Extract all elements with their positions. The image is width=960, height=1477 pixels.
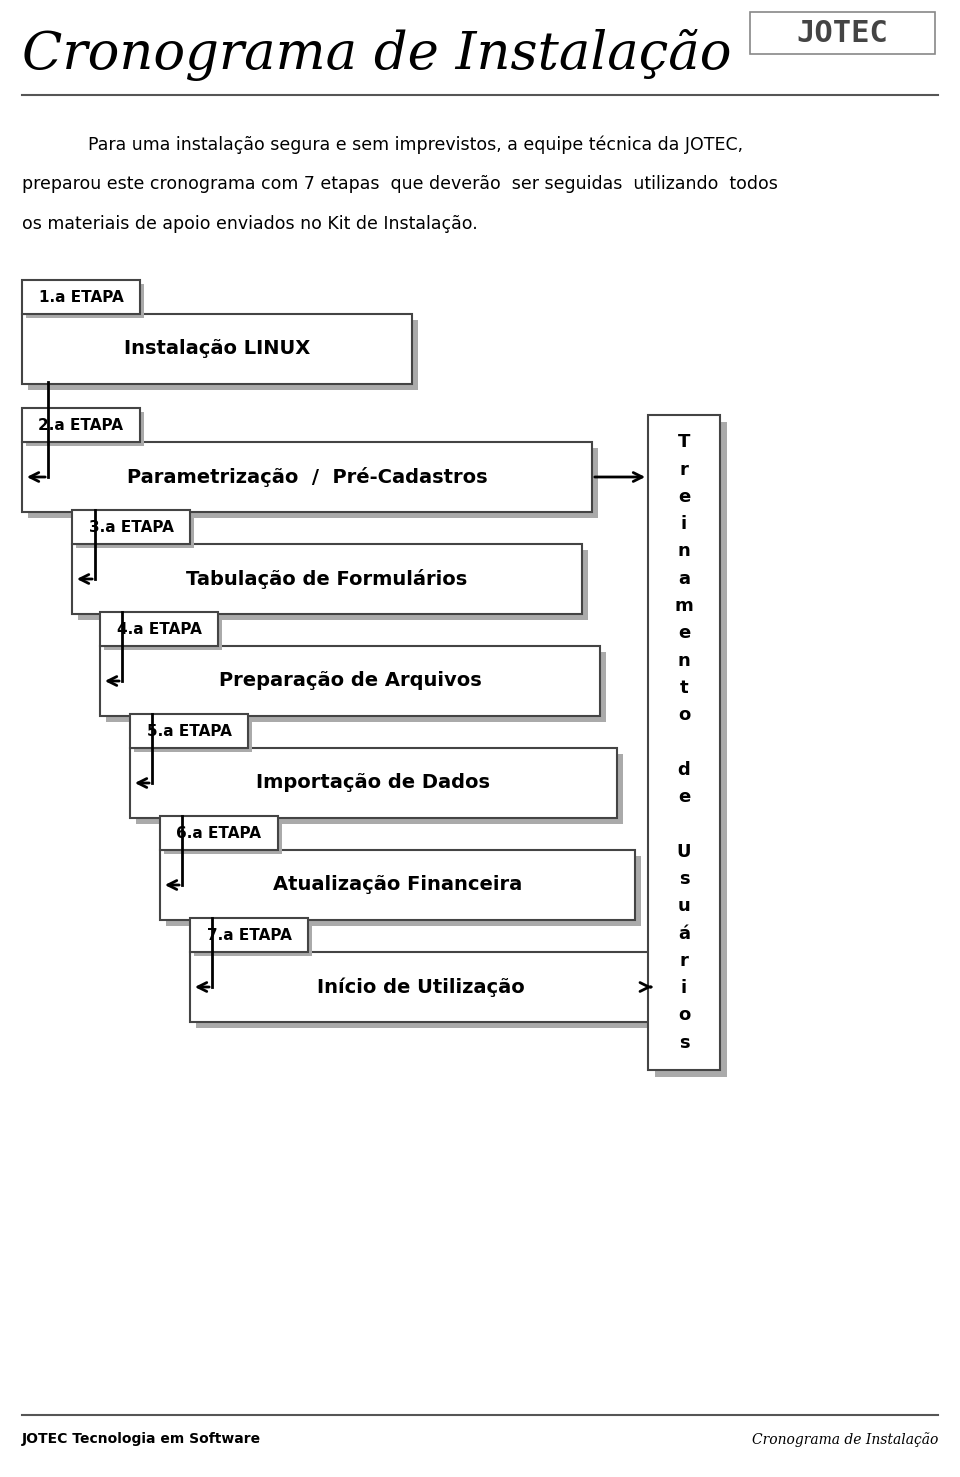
FancyBboxPatch shape xyxy=(160,849,635,920)
FancyBboxPatch shape xyxy=(196,959,658,1028)
Text: 4.a ETAPA: 4.a ETAPA xyxy=(116,622,202,637)
Text: s: s xyxy=(679,870,689,888)
FancyBboxPatch shape xyxy=(190,919,308,953)
Text: n: n xyxy=(678,542,690,560)
FancyBboxPatch shape xyxy=(134,718,252,752)
Text: os materiais de apoio enviados no Kit de Instalação.: os materiais de apoio enviados no Kit de… xyxy=(22,216,478,233)
Text: o: o xyxy=(678,1006,690,1025)
Text: JOTEC Tecnologia em Software: JOTEC Tecnologia em Software xyxy=(22,1433,261,1446)
Text: e: e xyxy=(678,487,690,507)
FancyBboxPatch shape xyxy=(190,953,652,1022)
FancyBboxPatch shape xyxy=(194,922,312,956)
FancyBboxPatch shape xyxy=(22,281,140,315)
FancyBboxPatch shape xyxy=(130,713,248,747)
FancyBboxPatch shape xyxy=(22,408,140,442)
Text: JOTEC: JOTEC xyxy=(797,19,888,47)
Text: i: i xyxy=(681,979,687,997)
FancyBboxPatch shape xyxy=(655,422,727,1077)
Text: Início de Utilização: Início de Utilização xyxy=(317,978,525,997)
Text: á: á xyxy=(678,925,690,942)
Text: Para uma instalação segura e sem imprevistos, a equipe técnica da JOTEC,: Para uma instalação segura e sem imprevi… xyxy=(88,134,743,154)
FancyBboxPatch shape xyxy=(106,651,606,722)
Text: Instalação LINUX: Instalação LINUX xyxy=(124,340,310,359)
Text: Parametrização  /  Pré-Cadastros: Parametrização / Pré-Cadastros xyxy=(127,467,488,487)
Text: u: u xyxy=(678,897,690,916)
Text: m: m xyxy=(675,597,693,614)
FancyBboxPatch shape xyxy=(750,12,935,55)
Text: 1.a ETAPA: 1.a ETAPA xyxy=(38,289,124,304)
Text: o: o xyxy=(678,706,690,724)
FancyBboxPatch shape xyxy=(164,820,282,854)
FancyBboxPatch shape xyxy=(104,616,222,650)
Text: r: r xyxy=(680,951,688,970)
Text: T: T xyxy=(678,433,690,452)
Text: 7.a ETAPA: 7.a ETAPA xyxy=(206,928,292,942)
FancyBboxPatch shape xyxy=(100,645,600,716)
Text: i: i xyxy=(681,515,687,533)
Text: preparou este cronograma com 7 etapas  que deverão  ser seguidas  utilizando  to: preparou este cronograma com 7 etapas qu… xyxy=(22,174,778,193)
FancyBboxPatch shape xyxy=(26,284,144,318)
Text: Importação de Dados: Importação de Dados xyxy=(256,774,491,793)
Text: 6.a ETAPA: 6.a ETAPA xyxy=(177,826,261,840)
FancyBboxPatch shape xyxy=(100,611,218,645)
Text: s: s xyxy=(679,1034,689,1052)
Text: U: U xyxy=(677,843,691,861)
Text: e: e xyxy=(678,625,690,642)
Text: d: d xyxy=(678,761,690,778)
FancyBboxPatch shape xyxy=(78,549,588,620)
FancyBboxPatch shape xyxy=(28,448,598,518)
Text: a: a xyxy=(678,570,690,588)
Text: 2.a ETAPA: 2.a ETAPA xyxy=(38,418,124,433)
FancyBboxPatch shape xyxy=(166,857,641,926)
Text: Tabulação de Formulários: Tabulação de Formulários xyxy=(186,569,468,589)
FancyBboxPatch shape xyxy=(22,442,592,513)
FancyBboxPatch shape xyxy=(130,747,617,818)
Text: Cronograma de Instalação: Cronograma de Instalação xyxy=(22,30,732,81)
Text: e: e xyxy=(678,789,690,806)
Text: 5.a ETAPA: 5.a ETAPA xyxy=(147,724,231,738)
FancyBboxPatch shape xyxy=(72,510,190,544)
FancyBboxPatch shape xyxy=(26,412,144,446)
Text: n: n xyxy=(678,651,690,669)
Text: Atualização Financeira: Atualização Financeira xyxy=(273,876,522,895)
FancyBboxPatch shape xyxy=(648,415,720,1069)
Text: 3.a ETAPA: 3.a ETAPA xyxy=(88,520,174,535)
FancyBboxPatch shape xyxy=(160,815,278,849)
Text: Cronograma de Instalação: Cronograma de Instalação xyxy=(752,1433,938,1447)
FancyBboxPatch shape xyxy=(22,315,412,384)
Text: r: r xyxy=(680,461,688,479)
FancyBboxPatch shape xyxy=(136,753,623,824)
FancyBboxPatch shape xyxy=(76,514,194,548)
FancyBboxPatch shape xyxy=(28,321,418,390)
FancyBboxPatch shape xyxy=(72,544,582,614)
Text: Preparação de Arquivos: Preparação de Arquivos xyxy=(219,672,481,691)
Text: t: t xyxy=(680,679,688,697)
